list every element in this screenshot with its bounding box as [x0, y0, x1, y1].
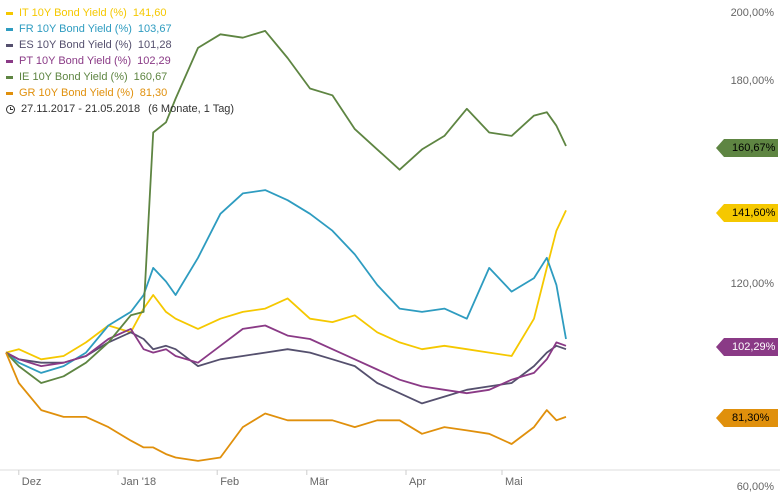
y-tick-label: 60,00% — [736, 481, 774, 493]
legend-value: 101,28 — [137, 39, 172, 51]
legend-swatch — [6, 27, 13, 31]
legend-value: 81,30 — [139, 87, 168, 99]
legend-label: GR 10Y Bond Yield (%) — [19, 87, 134, 99]
y-tick-label: 180,00% — [730, 74, 774, 87]
x-tick-label: Jan '18 — [121, 476, 157, 488]
legend-label: IE 10Y Bond Yield (%) — [19, 71, 128, 83]
series-line-1 — [5, 210, 567, 361]
legend-item[interactable]: FR 10Y Bond Yield (%) 103,67 — [6, 21, 234, 37]
legend: IT 10Y Bond Yield (%) 141,60 FR 10Y Bond Y… — [6, 5, 234, 117]
series-line-5 — [5, 29, 567, 384]
x-tick-label: Dez — [21, 476, 42, 488]
legend-value: 160,67 — [133, 71, 168, 83]
x-tick-label: Apr — [409, 476, 427, 488]
series-line-6 — [5, 352, 567, 462]
legend-label: IT 10Y Bond Yield (%) — [19, 7, 127, 19]
series-line-2 — [5, 189, 567, 374]
end-value-label: 81,30% — [716, 409, 778, 427]
legend-value: 103,67 — [137, 23, 172, 35]
end-value-label: 141,60% — [716, 204, 778, 222]
legend-label: FR 10Y Bond Yield (%) — [19, 23, 132, 35]
end-value-label: 160,67% — [716, 139, 778, 157]
y-tick-label: 200,00% — [730, 7, 774, 19]
x-tick-label: Mai — [505, 476, 523, 488]
clock-icon — [6, 104, 15, 114]
legend-swatch — [6, 75, 13, 79]
date-range: 27.11.2017 - 21.05.2018 (6 Monate, 1 Tag… — [6, 101, 234, 117]
legend-label: PT 10Y Bond Yield (%) — [19, 55, 132, 67]
series-line-4 — [5, 324, 567, 395]
legend-swatch — [6, 43, 13, 47]
y-tick-label: 120,00% — [730, 277, 774, 290]
legend-item[interactable]: IT 10Y Bond Yield (%) 141,60 — [6, 5, 234, 21]
legend-item[interactable]: GR 10Y Bond Yield (%) 81,30 — [6, 85, 234, 101]
legend-item[interactable]: PT 10Y Bond Yield (%) 102,29 — [6, 53, 234, 69]
end-value-label: 102,29% — [716, 338, 778, 356]
date-range-duration: (6 Monate, 1 Tag) — [148, 103, 235, 115]
legend-value: 141,60 — [132, 7, 167, 19]
legend-item[interactable]: IE 10Y Bond Yield (%) 160,67 — [6, 69, 234, 85]
legend-value: 102,29 — [137, 55, 171, 67]
date-range-text: 27.11.2017 - 21.05.2018 — [21, 103, 141, 115]
x-tick-label: Mär — [309, 476, 329, 488]
legend-item[interactable]: ES 10Y Bond Yield (%) 101,28 — [6, 37, 234, 53]
x-tick-label: Feb — [220, 476, 240, 488]
legend-swatch — [6, 11, 13, 15]
legend-label: ES 10Y Bond Yield (%) — [19, 39, 132, 51]
legend-swatch — [6, 59, 13, 63]
series-line-3 — [5, 331, 567, 405]
legend-swatch — [6, 91, 13, 95]
